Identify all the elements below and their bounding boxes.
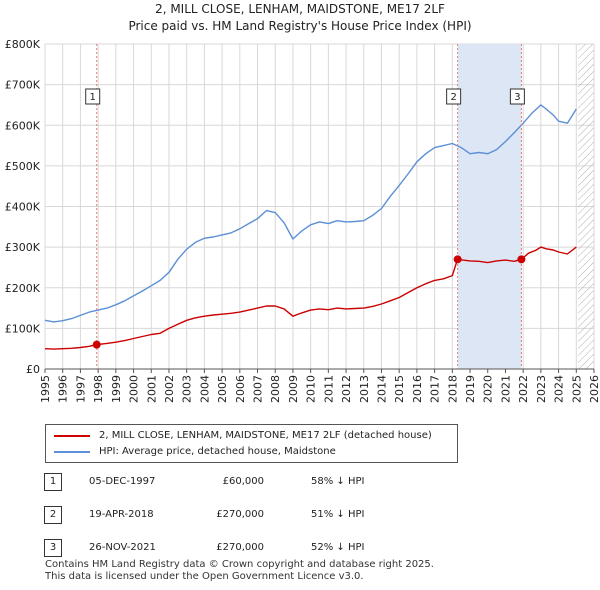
x-tick-label: 2004: [198, 375, 211, 403]
sale-hpi-diff: 51% ↓ HPI: [311, 509, 365, 520]
chart-title-address: 2, MILL CLOSE, LENHAM, MAIDSTONE, ME17 2…: [155, 2, 445, 16]
x-tick-label: 2009: [287, 375, 300, 403]
legend-hpi-line: [54, 451, 90, 453]
sale-number-label: 3: [514, 92, 520, 103]
legend-item-hpi: HPI: Average price, detached house, Maid…: [46, 444, 455, 460]
sale-number-label: 2: [450, 92, 456, 103]
x-tick-label: 2014: [375, 375, 388, 403]
y-tick-label: £400K: [5, 201, 41, 214]
x-tick-label: 2026: [588, 375, 600, 403]
x-tick-label: 1995: [39, 375, 52, 403]
x-tick-label: 2001: [145, 375, 158, 403]
footer-attribution: Contains HM Land Registry data © Crown c…: [45, 559, 434, 583]
x-tick-label: 1998: [92, 375, 105, 403]
x-tick-label: 2020: [482, 375, 495, 403]
footer-line-1: Contains HM Land Registry data © Crown c…: [45, 559, 434, 570]
x-tick-label: 2007: [252, 375, 265, 403]
x-tick-label: 2005: [216, 375, 229, 403]
price-chart: £0 £100K £200K £300K £400K £500K £600K £700K £80…: [5, 38, 600, 403]
x-tick-label: 2011: [322, 375, 335, 403]
sale-number-badge: 2: [44, 506, 62, 524]
sale-hpi-diff: 58% ↓ HPI: [311, 476, 365, 487]
sale-hpi-diff: 52% ↓ HPI: [311, 542, 365, 553]
forecast-hatch: [578, 44, 594, 369]
x-tick-label: 2006: [234, 375, 247, 403]
sale-price: £270,000: [216, 509, 264, 520]
legend-hpi-label: HPI: Average price, detached house, Maid…: [99, 446, 336, 457]
sale-point: [92, 340, 101, 349]
x-tick-label: 2018: [446, 375, 459, 403]
sale-point: [517, 255, 526, 264]
sale-number-box: [509, 88, 525, 105]
sale-number-box: [446, 88, 462, 105]
x-tick-label: 2000: [128, 375, 141, 403]
x-tick-label: 2003: [181, 375, 194, 403]
x-tick-label: 2016: [411, 375, 424, 403]
y-tick-label: £800K: [5, 38, 41, 51]
x-tick-label: 2010: [305, 375, 318, 403]
sale-number-label: 1: [90, 92, 96, 103]
x-tick-label: 2017: [429, 375, 442, 403]
y-tick-label: £500K: [5, 160, 41, 173]
x-tick-label: 2013: [358, 375, 371, 403]
legend-property-line: [54, 435, 90, 437]
footer-line-2: This data is licensed under the Open Gov…: [45, 571, 364, 582]
x-tick-label: 2012: [340, 375, 353, 403]
x-tick-label: 2019: [464, 375, 477, 403]
x-tick-label: 2024: [553, 375, 566, 403]
x-tick-label: 1999: [110, 375, 123, 403]
sale-number-badge: 3: [44, 539, 62, 557]
x-tick-label: 2008: [269, 375, 282, 403]
y-tick-label: £100K: [5, 322, 41, 335]
x-tick-label: 2022: [517, 375, 530, 403]
chart-subtitle: Price paid vs. HM Land Registry's House …: [128, 19, 472, 33]
property-price-line: [44, 246, 577, 350]
sale-number-box: [85, 88, 101, 105]
y-tick-label: £700K: [5, 79, 41, 92]
x-tick-label: 2002: [163, 375, 176, 403]
sale-date: 05-DEC-1997: [89, 476, 156, 487]
sale-point: [453, 255, 462, 264]
chart-legend: 2, MILL CLOSE, LENHAM, MAIDSTONE, ME17 2…: [45, 424, 458, 463]
x-tick-label: 1996: [57, 375, 70, 403]
y-tick-label: £600K: [5, 119, 41, 132]
legend-property-label: 2, MILL CLOSE, LENHAM, MAIDSTONE, ME17 2…: [99, 430, 432, 441]
sale-date: 19-APR-2018: [89, 509, 154, 520]
sale-date: 26-NOV-2021: [89, 542, 156, 553]
sale-price: £270,000: [216, 542, 264, 553]
sale-number-badge: 1: [44, 473, 62, 491]
y-tick-label: £0: [26, 363, 40, 376]
x-tick-label: 2023: [535, 375, 548, 403]
y-tick-label: £200K: [5, 282, 41, 295]
x-tick-label: 2025: [570, 375, 583, 403]
hpi-line: [44, 104, 577, 323]
y-tick-label: £300K: [5, 241, 41, 254]
legend-item-property: 2, MILL CLOSE, LENHAM, MAIDSTONE, ME17 2…: [46, 428, 455, 444]
x-tick-label: 1997: [74, 375, 87, 403]
x-tick-label: 2021: [499, 375, 512, 403]
x-tick-label: 2015: [393, 375, 406, 403]
sale-price: £60,000: [222, 476, 264, 487]
